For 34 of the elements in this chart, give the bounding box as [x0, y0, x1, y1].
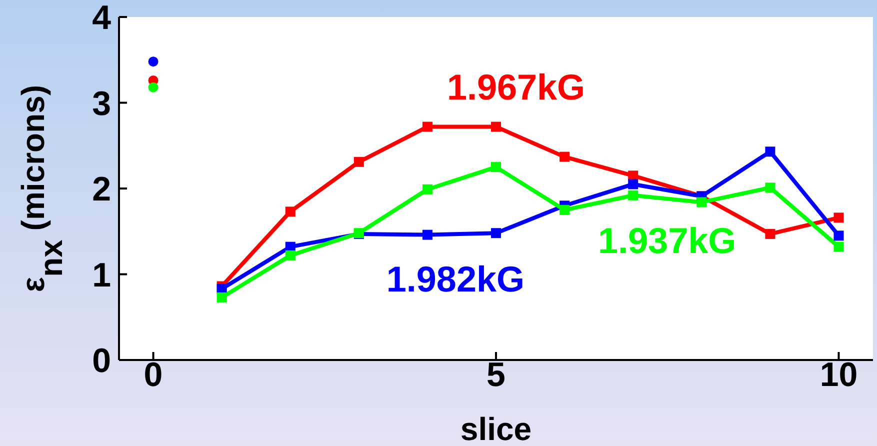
point: [422, 230, 432, 240]
point: [491, 122, 501, 132]
point: [834, 230, 844, 241]
point: [765, 182, 776, 193]
y-tick-label: 3: [92, 84, 111, 123]
point: [834, 212, 844, 223]
point: [765, 146, 776, 157]
point: [422, 184, 432, 194]
point: [422, 122, 432, 132]
point: [285, 250, 296, 260]
point: [765, 228, 776, 239]
x-axis-title: slice: [460, 411, 532, 446]
point: [148, 82, 158, 92]
point: [628, 179, 638, 190]
y-tick-label: 2: [92, 170, 111, 209]
point: [491, 228, 501, 238]
x-tick-label: 5: [486, 356, 506, 394]
point: [285, 206, 296, 217]
point: [628, 190, 638, 200]
series-label: 1.982kG: [386, 258, 525, 300]
x-tick-label: 0: [144, 356, 163, 394]
y-tick-label: 1: [92, 256, 111, 294]
point: [491, 162, 501, 172]
point: [560, 152, 570, 162]
point: [696, 197, 707, 208]
series-label: 1.937kG: [598, 220, 736, 261]
series-label: 1.967kG: [446, 66, 586, 108]
point: [216, 292, 227, 302]
point: [834, 242, 844, 252]
x-tick-label: 10: [820, 356, 858, 394]
point: [354, 156, 364, 167]
y-tick-label: 4: [92, 0, 112, 38]
point: [560, 204, 570, 215]
point: [148, 56, 158, 67]
